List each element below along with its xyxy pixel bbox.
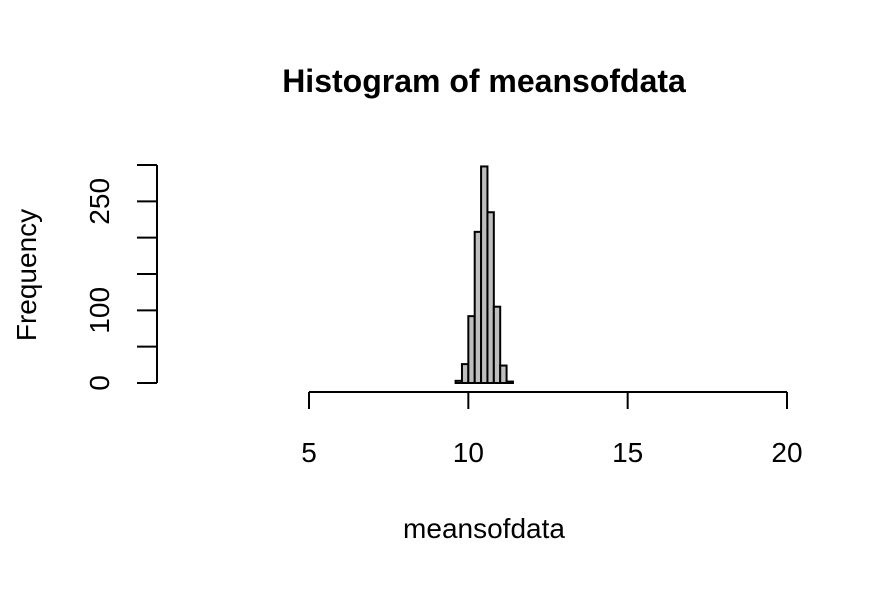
histogram-bar-8 xyxy=(505,380,514,384)
histogram-bars xyxy=(454,165,514,385)
y-axis-label: Frequency xyxy=(11,209,42,341)
histogram-bar-5 xyxy=(486,211,495,384)
y-tick-label-100: 100 xyxy=(84,287,115,334)
y-tick-label-250: 250 xyxy=(84,178,115,225)
histogram-bar-7 xyxy=(499,364,508,384)
x-tick-label-5: 5 xyxy=(301,437,317,468)
x-tick-label-10: 10 xyxy=(453,437,484,468)
y-axis: 0 100 250 xyxy=(84,164,158,391)
x-tick-label-15: 15 xyxy=(612,437,643,468)
x-tick-label-20: 20 xyxy=(771,437,802,468)
histogram-bar-6 xyxy=(492,305,502,385)
x-axis-label: meansofdata xyxy=(403,513,565,544)
y-tick-label-0: 0 xyxy=(84,375,115,391)
chart-title: Histogram of meansofdata xyxy=(282,63,686,99)
x-axis: 5 10 15 20 xyxy=(301,391,803,468)
